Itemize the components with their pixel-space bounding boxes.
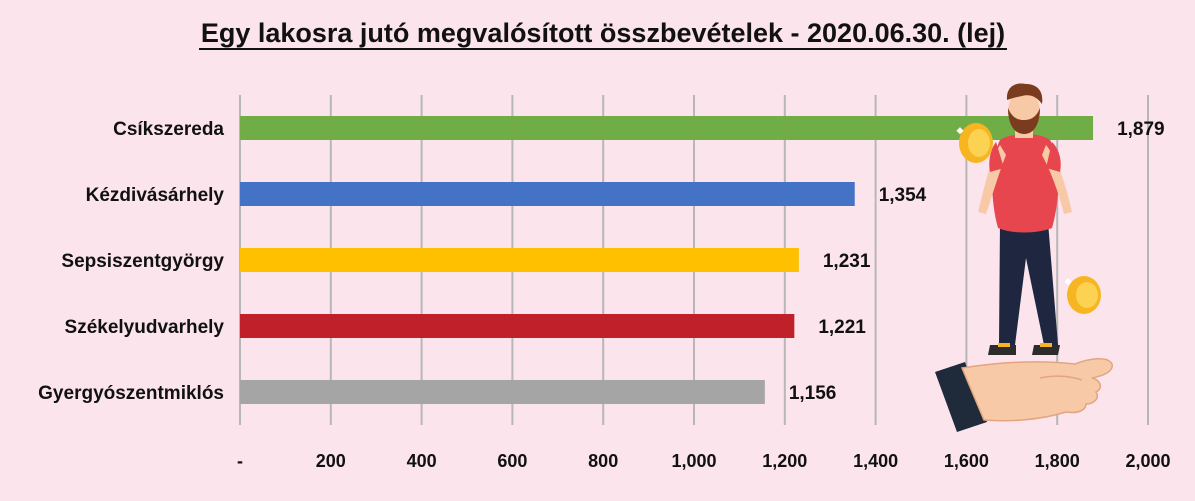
coin-icon [1064,276,1101,314]
bar [240,116,1094,140]
data-label: 1,221 [818,317,866,338]
x-tick-label: - [237,451,243,471]
man-figure-icon [978,83,1072,355]
data-label: 1,156 [789,383,837,404]
x-tick-label: 1,200 [762,451,807,471]
data-labels: 1,879 1,354 1,231 1,221 1,156 [789,119,1165,404]
category-label: Gyergyószentmiklós [38,383,224,404]
category-labels: Csíkszereda Kézdivásárhely Sepsiszentgyörg… [38,119,224,404]
category-label: Csíkszereda [113,119,224,140]
chart-title: Egy lakosra jutó megvalósított összbevét… [201,18,1005,48]
open-hand-icon [935,358,1113,432]
data-label: 1,354 [879,185,927,206]
category-label: Székelyudvarhely [65,317,225,338]
category-label: Sepsiszentgyörgy [61,251,224,272]
x-tick-label: 1,600 [944,451,989,471]
x-tick-label: 1,000 [671,451,716,471]
x-axis-ticks: - 200 400 600 800 1,000 1,200 1,400 1,600 1,800 2,… [237,451,1171,471]
x-tick-label: 200 [316,451,346,471]
x-tick-label: 800 [588,451,618,471]
bars [240,116,1094,404]
bar [240,380,765,404]
x-tick-label: 600 [497,451,527,471]
data-label: 1,231 [823,251,871,272]
x-tick-label: 1,400 [853,451,898,471]
x-tick-label: 400 [407,451,437,471]
x-tick-label: 1,800 [1035,451,1080,471]
bar [240,314,795,338]
man-on-hand-with-coins-icon [935,83,1113,432]
coin-icon [956,123,993,163]
bar [240,182,855,206]
bar [240,248,799,272]
data-label: 1,879 [1117,119,1165,140]
x-tick-label: 2,000 [1125,451,1170,471]
category-label: Kézdivásárhely [86,185,225,206]
